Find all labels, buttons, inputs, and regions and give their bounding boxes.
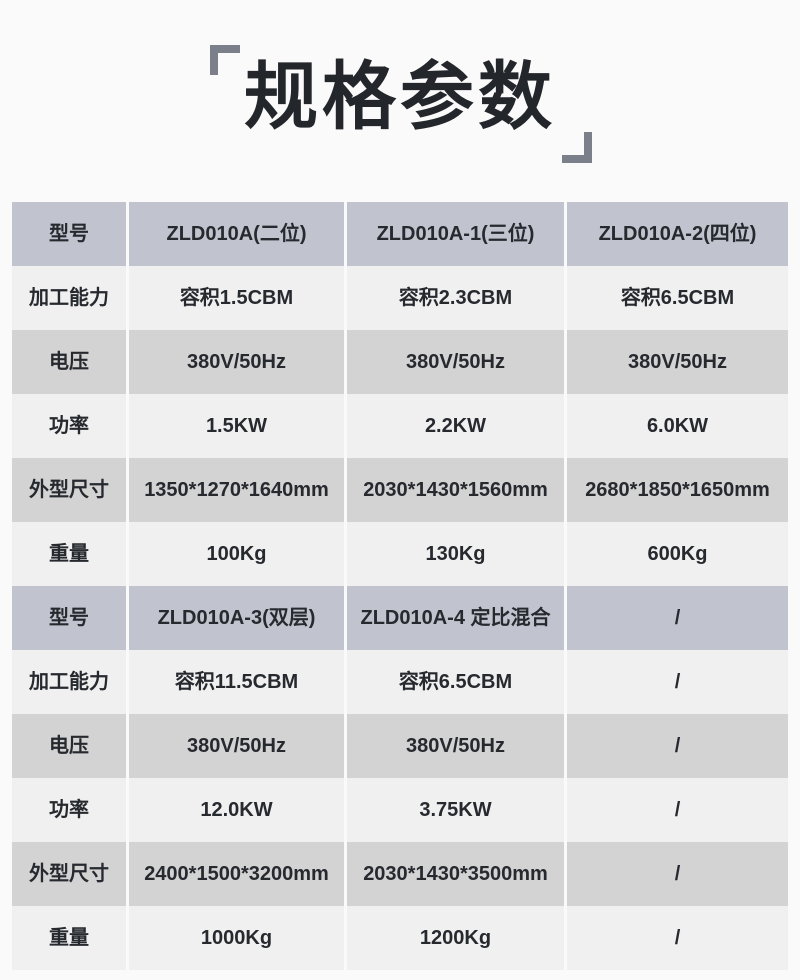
row-value: 2030*1430*3500mm (347, 842, 564, 906)
row-value: ZLD010A-4 定比混合 (347, 586, 564, 650)
spec-table: 型号 ZLD010A(二位) ZLD010A-1(三位) ZLD010A-2(四位) 加… (12, 202, 788, 970)
row-label: 外型尺寸 (12, 842, 126, 906)
row-value: 1.5KW (129, 394, 344, 458)
table-row: 加工能力 容积11.5CBM 容积6.5CBM / (12, 650, 788, 714)
row-label: 外型尺寸 (12, 458, 126, 522)
row-value: / (567, 778, 788, 842)
page-title: 规格参数 (244, 55, 556, 138)
row-value: 2.2KW (347, 394, 564, 458)
row-value: 容积2.3CBM (347, 266, 564, 330)
table-row: 型号 ZLD010A(二位) ZLD010A-1(三位) ZLD010A-2(四位) (12, 202, 788, 266)
table-row: 外型尺寸 1350*1270*1640mm 2030*1430*1560mm 2680… (12, 458, 788, 522)
title-section: 规格参数 (0, 0, 800, 202)
row-label: 重量 (12, 906, 126, 970)
row-value: 380V/50Hz (567, 330, 788, 394)
row-label: 型号 (12, 202, 126, 266)
row-value: 100Kg (129, 522, 344, 586)
row-value: 2030*1430*1560mm (347, 458, 564, 522)
row-value: ZLD010A-1(三位) (347, 202, 564, 266)
table-row: 加工能力 容积1.5CBM 容积2.3CBM 容积6.5CBM (12, 266, 788, 330)
row-value: 380V/50Hz (129, 330, 344, 394)
table-row: 功率 1.5KW 2.2KW 6.0KW (12, 394, 788, 458)
row-value: 380V/50Hz (129, 714, 344, 778)
row-value: / (567, 842, 788, 906)
row-value: / (567, 586, 788, 650)
row-label: 加工能力 (12, 266, 126, 330)
row-value: 600Kg (567, 522, 788, 586)
table-row: 外型尺寸 2400*1500*3200mm 2030*1430*3500mm / (12, 842, 788, 906)
row-label: 电压 (12, 714, 126, 778)
row-value: 2400*1500*3200mm (129, 842, 344, 906)
row-label: 功率 (12, 394, 126, 458)
row-value: 1200Kg (347, 906, 564, 970)
corner-bracket-top-left-icon (210, 45, 240, 75)
row-label: 电压 (12, 330, 126, 394)
row-value: / (567, 650, 788, 714)
table-row: 重量 1000Kg 1200Kg / (12, 906, 788, 970)
table-row: 电压 380V/50Hz 380V/50Hz 380V/50Hz (12, 330, 788, 394)
row-value: 1000Kg (129, 906, 344, 970)
row-value: ZLD010A(二位) (129, 202, 344, 266)
row-label: 型号 (12, 586, 126, 650)
row-label: 加工能力 (12, 650, 126, 714)
row-label: 重量 (12, 522, 126, 586)
row-value: 容积1.5CBM (129, 266, 344, 330)
row-value: 容积6.5CBM (567, 266, 788, 330)
row-value: 2680*1850*1650mm (567, 458, 788, 522)
table-row: 型号 ZLD010A-3(双层) ZLD010A-4 定比混合 / (12, 586, 788, 650)
row-value: 380V/50Hz (347, 330, 564, 394)
row-value: 12.0KW (129, 778, 344, 842)
row-value: 3.75KW (347, 778, 564, 842)
row-value: 6.0KW (567, 394, 788, 458)
table-row: 功率 12.0KW 3.75KW / (12, 778, 788, 842)
row-value: ZLD010A-3(双层) (129, 586, 344, 650)
row-value: 容积11.5CBM (129, 650, 344, 714)
row-value: ZLD010A-2(四位) (567, 202, 788, 266)
row-value: 1350*1270*1640mm (129, 458, 344, 522)
row-value: 380V/50Hz (347, 714, 564, 778)
table-row: 重量 100Kg 130Kg 600Kg (12, 522, 788, 586)
corner-bracket-bottom-right-icon (562, 132, 592, 163)
row-value: / (567, 714, 788, 778)
row-value: 130Kg (347, 522, 564, 586)
row-label: 功率 (12, 778, 126, 842)
row-value: 容积6.5CBM (347, 650, 564, 714)
table-row: 电压 380V/50Hz 380V/50Hz / (12, 714, 788, 778)
row-value: / (567, 906, 788, 970)
